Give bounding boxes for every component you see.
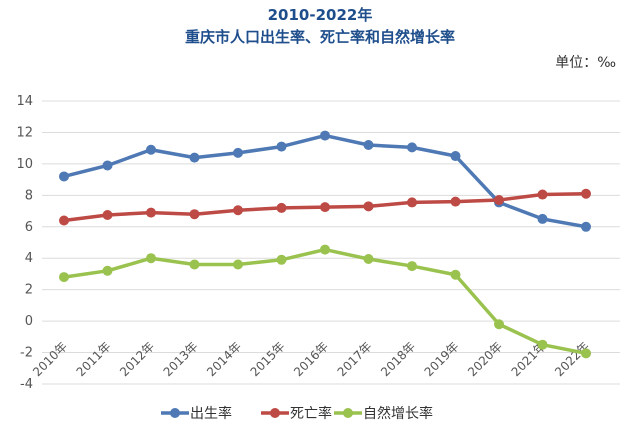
data-point — [102, 265, 113, 276]
data-point — [276, 202, 287, 213]
chart-subtitle: 重庆市人口出生率、死亡率和自然增长率 — [184, 28, 455, 46]
data-point — [581, 221, 591, 232]
data-point — [146, 207, 156, 218]
series-line-3 — [62, 247, 588, 356]
data-point — [276, 254, 287, 265]
data-point — [407, 197, 417, 208]
y-tick-label: 12 — [16, 125, 33, 140]
data-point — [537, 213, 548, 224]
x-tick-label: 2016年 — [291, 339, 331, 379]
legend-marker — [270, 408, 280, 418]
chart-title: 2010-2022年 — [267, 6, 373, 24]
data-point — [276, 141, 287, 152]
data-point — [363, 140, 374, 151]
legend-label: 出生率 — [190, 405, 232, 422]
data-point — [102, 209, 113, 220]
data-point — [450, 269, 461, 280]
unit-label: 单位：‰ — [555, 55, 616, 71]
data-point — [59, 215, 69, 226]
data-point — [320, 202, 330, 213]
data-point — [494, 195, 504, 206]
data-point — [450, 151, 461, 162]
data-point — [320, 130, 330, 141]
data-point — [233, 259, 243, 270]
y-tick-label: 4 — [25, 251, 33, 266]
data-point — [189, 152, 200, 163]
data-point — [189, 259, 200, 270]
legend-label: 自然增长率 — [363, 405, 433, 422]
data-point — [537, 189, 548, 200]
x-tick-label: 2015年 — [248, 339, 288, 379]
data-point — [189, 209, 200, 220]
legend-marker — [343, 408, 353, 418]
y-tick-label: 6 — [25, 220, 33, 235]
data-point — [450, 196, 461, 207]
data-point — [102, 160, 113, 171]
data-point — [59, 272, 69, 283]
data-point — [494, 319, 504, 330]
data-point — [146, 144, 156, 155]
y-tick-label: -2 — [20, 346, 33, 361]
data-point — [363, 254, 374, 265]
x-tick-label: 2020年 — [465, 339, 505, 379]
x-tick-label: 2017年 — [335, 339, 375, 379]
data-point — [233, 147, 243, 158]
data-point — [407, 142, 417, 153]
data-point — [407, 261, 417, 272]
y-tick-label: 2 — [25, 283, 33, 298]
x-tick-label: 2011年 — [74, 339, 114, 379]
x-tick-label: 2010年 — [30, 339, 70, 379]
data-point — [581, 188, 591, 199]
x-tick-label: 2018年 — [378, 339, 418, 379]
data-point — [537, 339, 548, 350]
data-point — [363, 201, 374, 212]
data-point — [59, 171, 69, 182]
data-point — [581, 348, 591, 359]
legend-marker — [170, 408, 180, 418]
y-tick-label: 0 — [25, 314, 33, 329]
data-point — [146, 253, 156, 264]
x-tick-label: 2012年 — [117, 339, 157, 379]
x-tick-label: 2022年 — [552, 339, 592, 379]
data-point — [233, 205, 243, 216]
data-point — [320, 244, 330, 255]
y-tick-label: 8 — [25, 188, 33, 203]
x-tick-label: 2014年 — [204, 339, 244, 379]
y-tick-label: -4 — [20, 377, 33, 392]
x-tick-label: 2019年 — [422, 339, 462, 379]
x-tick-label: 2013年 — [161, 339, 201, 379]
y-tick-label: 14 — [16, 94, 33, 109]
legend-label: 死亡率 — [290, 405, 332, 422]
y-tick-label: 10 — [16, 157, 33, 172]
